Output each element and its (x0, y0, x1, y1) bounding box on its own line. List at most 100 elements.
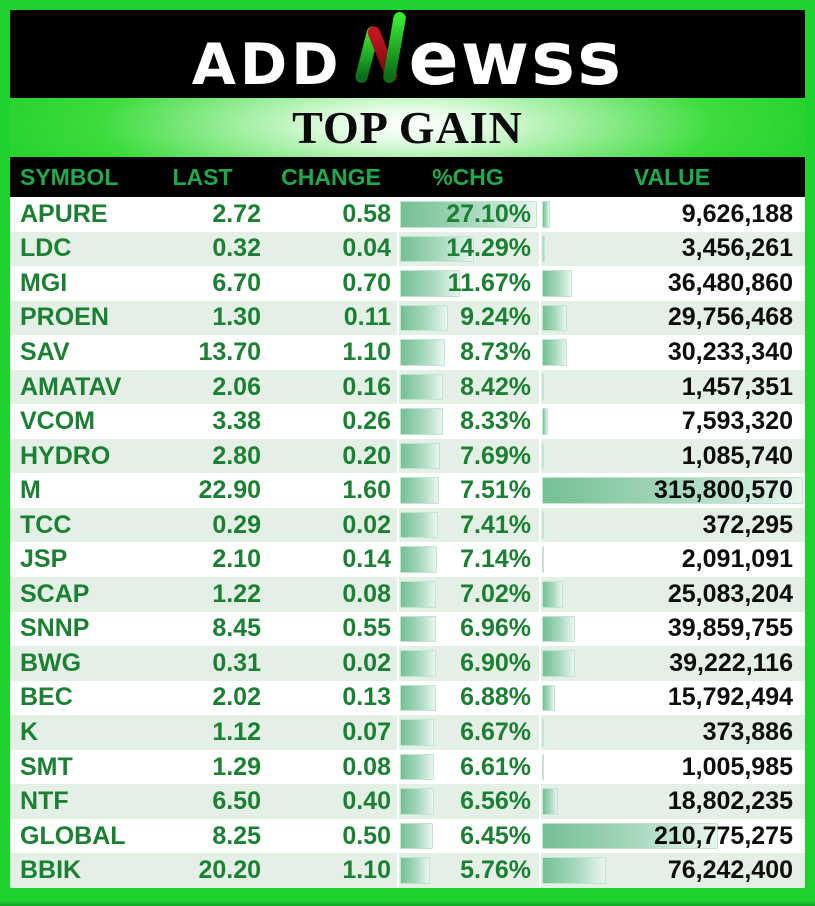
value-text: 9,626,188 (681, 199, 793, 228)
symbol-cell: LDC (20, 234, 72, 263)
value-text: 36,480,860 (667, 268, 793, 297)
pct-chg-bar (400, 581, 437, 608)
value-text: 2,091,091 (681, 545, 793, 574)
pct-chg-text: 8.33% (460, 407, 531, 436)
pct-chg-cell: 7.69% (397, 438, 539, 474)
pct-chg-bar (400, 408, 444, 435)
value-text: 25,083,204 (667, 579, 793, 608)
value-text: 18,802,235 (667, 787, 793, 816)
value-cell: 76,242,400 (539, 853, 805, 888)
value-bar (542, 719, 544, 746)
change-cell: 0.50 (342, 821, 391, 850)
table-row: VCOM 3.38 0.26 8.33% 7,593,320 (10, 404, 805, 439)
pct-chg-bar (400, 304, 448, 332)
value-bar (542, 788, 558, 815)
logo-text-ewss: ewss (408, 16, 624, 102)
pct-chg-text: 6.56% (460, 787, 531, 816)
value-text: 1,085,740 (681, 441, 793, 470)
change-cell: 0.20 (342, 441, 391, 470)
value-cell: 9,626,188 (539, 197, 805, 232)
value-text: 372,295 (702, 510, 793, 539)
symbol-cell: GLOBAL (20, 821, 126, 850)
value-text: 315,800,570 (653, 476, 793, 505)
change-cell: 0.08 (342, 752, 391, 781)
value-cell: 373,886 (539, 715, 805, 750)
table-row: BEC 2.02 0.13 6.88% 15,792,494 (10, 680, 805, 716)
pct-chg-text: 6.67% (460, 717, 531, 746)
table-row: SCAP 1.22 0.08 7.02% 25,083,204 (10, 577, 805, 612)
symbol-cell: SMT (20, 752, 73, 781)
pct-chg-cell: 6.61% (397, 749, 539, 785)
symbol-cell: BBIK (20, 856, 82, 885)
page-title: TOP GAIN (292, 101, 523, 153)
last-price-cell: 20.20 (198, 856, 261, 885)
last-price-cell: 2.06 (212, 372, 261, 401)
pct-chg-cell: 9.24% (397, 300, 539, 336)
table-row: APURE 2.72 0.58 27.10% 9,626,188 (10, 197, 805, 232)
last-price-cell: 2.10 (212, 545, 261, 574)
pct-chg-text: 7.41% (460, 510, 531, 539)
symbol-cell: AMATAV (20, 372, 122, 401)
table-row: BWG 0.31 0.02 6.90% 39,222,116 (10, 646, 805, 681)
change-cell: 0.13 (342, 683, 391, 712)
symbol-cell: JSP (20, 545, 68, 574)
pct-chg-cell: 7.51% (397, 473, 539, 508)
pct-chg-cell: 14.29% (397, 231, 539, 267)
value-bar (542, 304, 567, 332)
value-bar (542, 270, 573, 297)
value-bar (542, 201, 551, 228)
pct-chg-text: 9.24% (460, 303, 531, 332)
value-cell: 210,775,275 (539, 818, 805, 854)
value-bar (542, 477, 803, 504)
table-row: LDC 0.32 0.04 14.29% 3,456,261 (10, 231, 805, 267)
last-price-cell: 22.90 (198, 476, 261, 505)
value-text: 7,593,320 (681, 407, 793, 436)
pct-chg-text: 6.61% (460, 752, 531, 781)
symbol-cell: PROEN (20, 303, 109, 332)
pct-chg-cell: 6.67% (397, 715, 539, 750)
value-cell: 39,859,755 (539, 611, 805, 647)
value-bar (542, 615, 576, 643)
table-row: NTF 6.50 0.40 6.56% 18,802,235 (10, 784, 805, 819)
value-cell: 15,792,494 (539, 680, 805, 716)
change-cell: 0.08 (342, 579, 391, 608)
value-text: 3,456,261 (681, 234, 793, 263)
value-cell: 29,756,468 (539, 300, 805, 336)
value-cell: 2,091,091 (539, 542, 805, 578)
last-price-cell: 2.72 (212, 199, 261, 228)
value-bar (542, 857, 606, 884)
symbol-cell: SNNP (20, 614, 90, 643)
change-cell: 0.02 (342, 648, 391, 677)
change-cell: 0.02 (342, 510, 391, 539)
value-text: 76,242,400 (667, 856, 793, 885)
last-price-cell: 8.45 (212, 614, 261, 643)
value-bar (542, 235, 545, 263)
logo-bar: ADD ews (10, 10, 805, 98)
pct-chg-cell: 6.45% (397, 818, 539, 854)
value-bar (542, 511, 544, 539)
value-bar (542, 373, 544, 401)
symbol-cell: TCC (20, 510, 72, 539)
last-price-cell: 8.25 (212, 821, 261, 850)
value-bar (542, 581, 563, 608)
pct-chg-bar (400, 857, 430, 884)
change-cell: 0.11 (343, 303, 391, 332)
table-row: BBIK 20.20 1.10 5.76% 76,242,400 (10, 853, 805, 888)
symbol-cell: M (20, 476, 41, 505)
symbol-cell: SAV (20, 337, 70, 366)
pct-chg-bar (400, 822, 434, 850)
value-cell: 39,222,116 (539, 646, 805, 681)
value-bar (542, 408, 549, 435)
symbol-cell: K (20, 717, 39, 746)
pct-chg-cell: 6.96% (397, 611, 539, 647)
symbol-cell: HYDRO (20, 441, 111, 470)
pct-chg-text: 6.90% (460, 648, 531, 677)
table-row: TCC 0.29 0.02 7.41% 372,295 (10, 507, 805, 543)
value-bar (542, 684, 556, 712)
change-cell: 0.26 (342, 407, 391, 436)
pct-chg-bar (400, 684, 436, 712)
last-price-cell: 3.38 (212, 407, 261, 436)
value-cell: 3,456,261 (539, 231, 805, 267)
value-cell: 1,005,985 (539, 749, 805, 785)
pct-chg-cell: 6.88% (397, 680, 539, 716)
